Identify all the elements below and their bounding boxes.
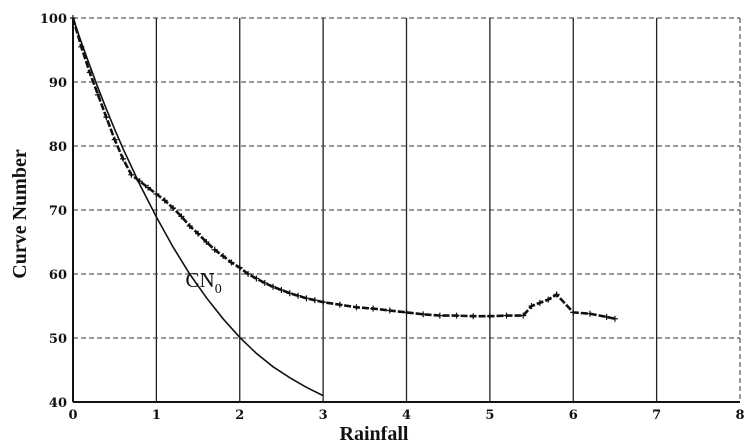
observed-point [420,311,427,318]
plot-frame [72,17,741,403]
observed-point [545,296,552,303]
observed-point [286,290,293,297]
observed-point [220,253,227,260]
observed-point [120,155,127,162]
observed-point [78,43,85,50]
y-tick-label: 90 [49,76,67,91]
observed-point [603,313,610,320]
observed-curve [71,17,616,321]
y-tick-label: 100 [40,12,67,27]
observed-point [153,191,160,197]
observed-point [336,301,343,308]
x-tick-label: 7 [652,408,661,423]
observed-point [611,315,618,322]
cn0-annotation-subscript: 0 [215,282,222,297]
observed-point [70,15,76,21]
observed-point [320,299,327,306]
x-tick-label: 0 [68,408,77,423]
observed-point [386,307,393,314]
y-tick-label: 80 [49,140,67,155]
observed-point [195,230,202,237]
data-series [70,15,618,397]
observed-point [136,178,143,185]
observed-point [186,223,193,229]
observed-point [161,197,168,204]
y-tick-label: 40 [49,396,67,411]
observed-point [253,275,260,282]
observed-point [453,312,460,319]
observed-point [203,239,210,245]
observed-point [520,312,527,319]
x-tick-label: 6 [569,408,578,423]
x-tick-label: 5 [485,408,494,423]
x-tick-label: 3 [319,408,328,423]
observed-point [403,309,410,316]
observed-point [245,271,252,277]
observed-point [503,312,510,319]
observed-point [111,136,118,143]
observed-point [295,292,302,299]
observed-point [86,69,93,76]
observed-point [311,297,318,304]
x-tick-label: 8 [735,408,744,423]
y-tick-label: 70 [49,204,67,219]
observed-point [528,303,535,309]
y-axis-label: Curve Number [9,149,31,279]
grid-lines [73,18,740,402]
observed-point [586,310,593,317]
x-tick-label: 1 [152,408,161,423]
observed-point [370,305,377,312]
x-tick-label: 2 [235,408,244,423]
observed-point [236,264,243,271]
tick-labels: 0 1 2 3 4 5 6 7 8 40 50 60 70 80 90 100 [40,12,745,423]
y-tick-label: 50 [49,332,67,347]
observed-point [278,287,285,293]
observed-point [470,313,477,320]
cn0-curve [72,17,324,397]
observed-point [95,91,102,98]
observed-point [103,114,110,121]
observed-point [553,291,560,298]
observed-point [228,259,235,266]
observed-point [303,295,310,302]
observed-point [270,283,277,290]
observed-point [486,313,493,320]
observed-point [128,171,135,178]
x-tick-label: 4 [402,408,411,423]
observed-point [436,312,443,319]
observed-point [261,279,268,286]
cn0-annotation: CN0 [186,268,222,297]
observed-point [570,309,577,316]
observed-point [536,299,543,306]
observed-point [170,205,177,212]
observed-point [353,304,360,311]
y-tick-label: 60 [49,268,67,283]
x-axis-label: Rainfall [340,423,409,445]
observed-point [178,213,185,220]
observed-point [211,246,218,253]
cn0-annotation-main: CN [186,268,215,292]
observed-point [145,184,152,191]
